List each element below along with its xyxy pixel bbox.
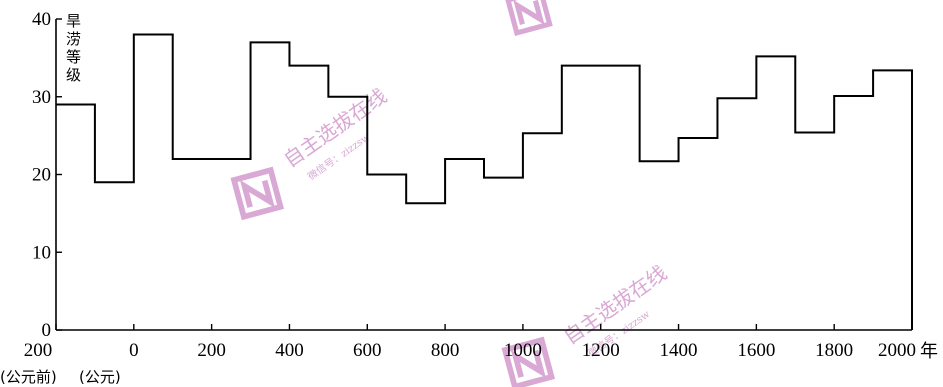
series-layer (56, 33, 913, 330)
y-tick-label: 30 (32, 87, 51, 108)
x-tick-label: 0 (129, 340, 139, 361)
x-tick-label: 1400 (660, 340, 698, 361)
drought-flood-step-line (56, 33, 913, 330)
x-tick-label: 200 (24, 340, 53, 361)
x-tick-label: 600 (353, 340, 382, 361)
watermark-logo-top (504, 0, 553, 36)
y-axis-label-char: 级 (66, 66, 81, 84)
x-tick-label: 1200 (582, 340, 620, 361)
watermark-logo-middle (230, 166, 285, 221)
x-axis-unit: 年 (920, 341, 938, 362)
x-tick-label: 1600 (737, 340, 775, 361)
x-tick-label: 800 (431, 340, 460, 361)
y-axis-label-char: 等 (66, 48, 81, 66)
x-tick-label: 400 (275, 340, 304, 361)
axes (55, 18, 913, 331)
x-tick-label: 1000 (504, 340, 542, 361)
y-tick-label: 0 (42, 320, 52, 341)
watermark-logo-bottom (501, 336, 556, 387)
x-tick-labels: 200 0 200 400 600 800 1000 1200 1400 1600 1800 2000 (24, 340, 916, 361)
x-tick-label: 200 (197, 340, 226, 361)
y-tick-labels: 0 10 20 30 40 (32, 9, 51, 341)
x-tick-label: 1800 (815, 340, 853, 361)
era-label-ce: (公元) (79, 368, 121, 386)
y-tick-label: 10 (32, 242, 51, 263)
y-tick-label: 40 (32, 9, 51, 30)
y-axis-label-char: 旱 (66, 12, 81, 30)
x-tick-label: 2000 (878, 340, 916, 361)
y-axis-label-char: 涝 (66, 30, 81, 48)
era-label-bce: (公元前) (0, 368, 57, 386)
y-tick-label: 20 (32, 165, 51, 186)
